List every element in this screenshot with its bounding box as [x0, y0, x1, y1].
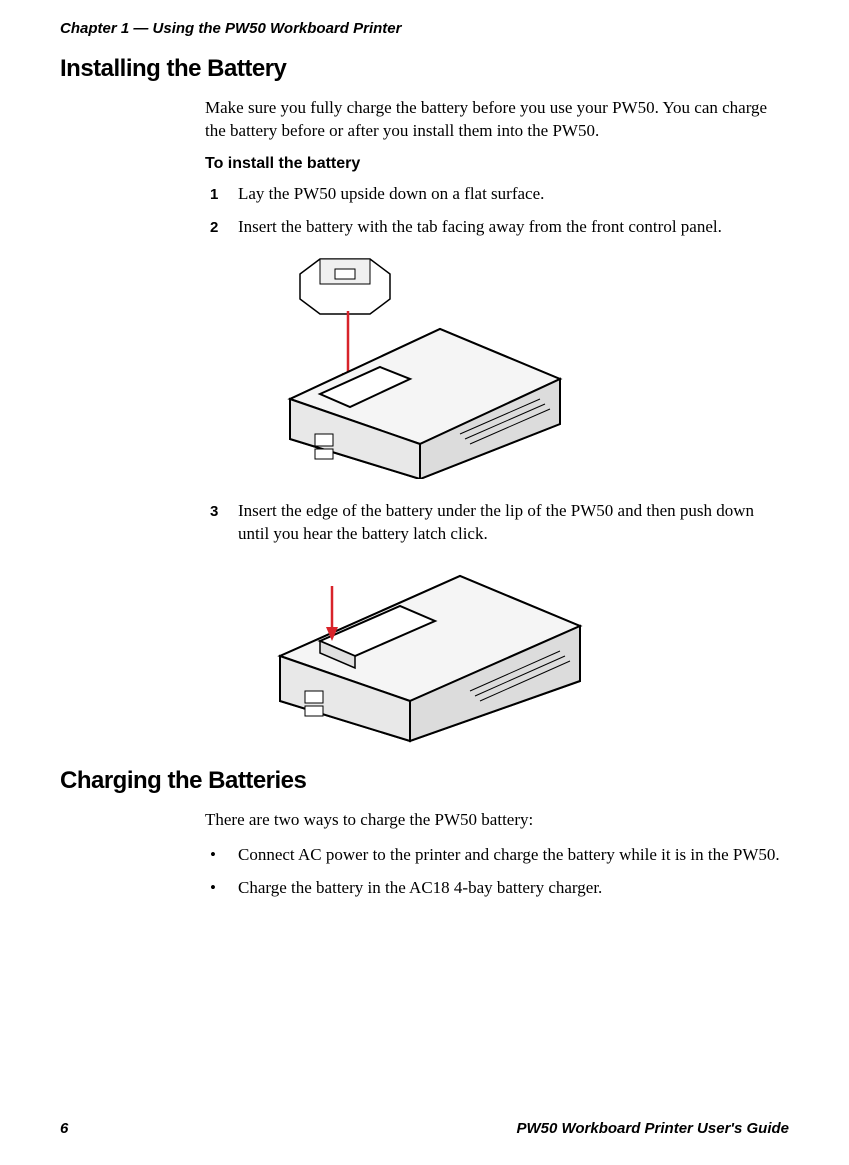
- subheading-install: To install the battery: [205, 155, 789, 173]
- step-number: 3: [210, 500, 234, 546]
- step-text: Insert the edge of the battery under the…: [238, 500, 789, 546]
- bullet-1: • Connect AC power to the printer and ch…: [210, 844, 789, 867]
- bullet-text: Connect AC power to the printer and char…: [238, 844, 789, 867]
- bullet-marker: •: [210, 844, 234, 867]
- intro-text-1: Make sure you fully charge the battery b…: [205, 97, 789, 143]
- figure-battery-insert: [260, 249, 789, 484]
- guide-title: PW50 Workboard Printer User's Guide: [516, 1120, 789, 1137]
- step-1: 1 Lay the PW50 upside down on a flat sur…: [210, 183, 789, 206]
- step-number: 1: [210, 183, 234, 206]
- step-text: Insert the battery with the tab facing a…: [238, 216, 789, 239]
- page-footer: 6 PW50 Workboard Printer User's Guide: [60, 1120, 789, 1137]
- figure-battery-latch: [260, 556, 789, 751]
- bullet-2: • Charge the battery in the AC18 4-bay b…: [210, 877, 789, 900]
- step-text: Lay the PW50 upside down on a flat surfa…: [238, 183, 789, 206]
- bullet-text: Charge the battery in the AC18 4-bay bat…: [238, 877, 789, 900]
- step-number: 2: [210, 216, 234, 239]
- printer-body-icon: [280, 576, 580, 741]
- section-heading-charging: Charging the Batteries: [60, 767, 789, 795]
- step-2: 2 Insert the battery with the tab facing…: [210, 216, 789, 239]
- battery-icon: [300, 259, 390, 314]
- bullet-marker: •: [210, 877, 234, 900]
- chapter-header: Chapter 1 — Using the PW50 Workboard Pri…: [60, 20, 789, 37]
- step-3: 3 Insert the edge of the battery under t…: [210, 500, 789, 546]
- printer-body-icon: [290, 329, 560, 479]
- page-number: 6: [60, 1120, 68, 1137]
- intro-text-2: There are two ways to charge the PW50 ba…: [205, 809, 789, 832]
- section-heading-installing: Installing the Battery: [60, 55, 789, 83]
